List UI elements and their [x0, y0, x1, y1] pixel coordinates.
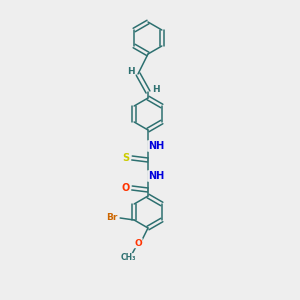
Text: NH: NH [148, 171, 164, 181]
Text: H: H [127, 68, 135, 76]
Text: H: H [152, 85, 160, 94]
Text: Br: Br [106, 214, 118, 223]
Text: S: S [122, 153, 130, 163]
Text: NH: NH [148, 141, 164, 151]
Text: O: O [134, 238, 142, 247]
Text: O: O [122, 183, 130, 193]
Text: CH₃: CH₃ [120, 254, 136, 262]
